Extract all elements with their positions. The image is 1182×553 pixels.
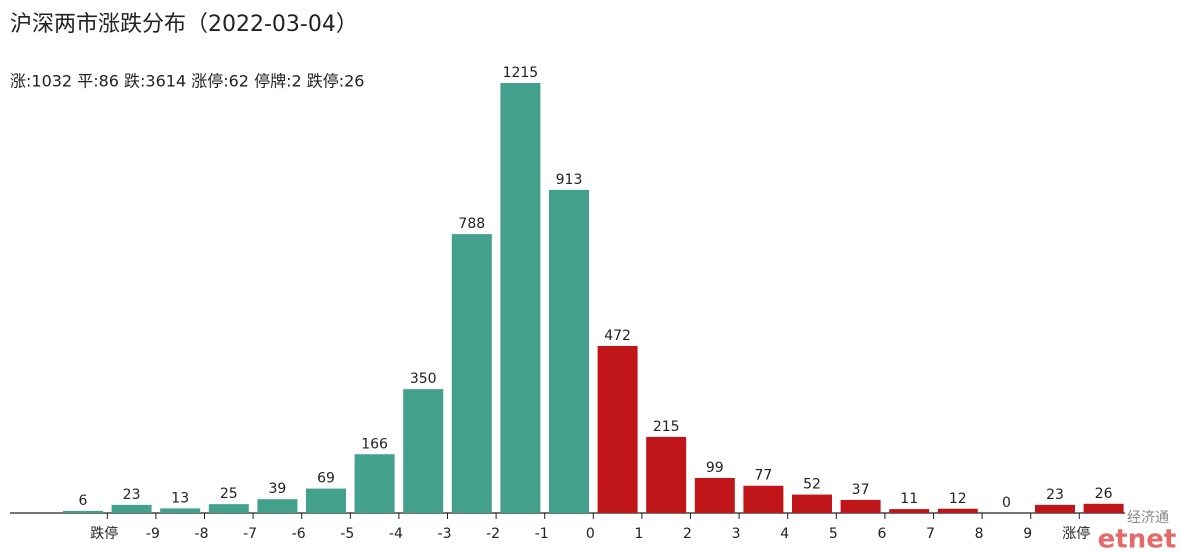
bar [549, 189, 589, 513]
value-label: 69 [317, 471, 335, 487]
x-tick-label: 涨停 [1062, 525, 1090, 542]
bar [694, 477, 735, 513]
x-tick-label: 2 [683, 526, 692, 542]
bar [646, 436, 687, 513]
x-tick-label: 7 [926, 526, 935, 542]
x-tick-label: 6 [877, 526, 886, 542]
x-tick-label: -4 [389, 526, 403, 542]
value-label: 23 [123, 487, 141, 503]
x-tick-label: 4 [780, 526, 789, 542]
bar [1083, 503, 1124, 513]
x-tick-label: -1 [535, 526, 549, 542]
value-label: 13 [171, 490, 189, 506]
bar [111, 504, 152, 513]
x-tick-label: -8 [195, 526, 209, 542]
watermark-top: 经济通 [1127, 510, 1169, 526]
value-label: 1215 [503, 65, 539, 81]
bar [937, 508, 978, 513]
value-label: 23 [1046, 487, 1064, 503]
value-label: 26 [1095, 486, 1113, 502]
bar [889, 509, 930, 513]
bar [306, 488, 346, 513]
x-tick-label: 3 [732, 526, 741, 542]
x-tick-label: 9 [1023, 526, 1032, 542]
value-label: 350 [410, 371, 437, 387]
bar [500, 83, 541, 513]
bar [840, 499, 881, 513]
bar [451, 234, 492, 514]
value-label: 913 [556, 172, 583, 188]
value-label: 6 [79, 493, 88, 509]
x-tick-label: 跌停 [90, 525, 118, 542]
bar [403, 389, 444, 513]
value-label: 166 [361, 436, 388, 452]
x-tick-label: 5 [829, 526, 838, 542]
x-tick-label: -2 [486, 526, 500, 542]
value-label: 11 [900, 491, 918, 507]
x-tick-label: -3 [438, 526, 452, 542]
x-tick-label: 1 [634, 526, 643, 542]
bar [160, 508, 201, 513]
value-label: 39 [268, 481, 286, 497]
value-label: 25 [220, 486, 238, 502]
value-label: 77 [754, 468, 772, 484]
value-label: 37 [852, 482, 870, 498]
x-tick-label: -7 [243, 526, 257, 542]
x-tick-label: -5 [340, 526, 354, 542]
x-tick-label: -9 [146, 526, 160, 542]
bar [792, 494, 832, 513]
x-tick-label: 0 [586, 526, 595, 542]
value-label: 12 [949, 491, 967, 507]
bar [354, 454, 395, 513]
chart-subtitle: 涨:1032 平:86 跌:3614 涨停:62 停牌:2 跌停:26 [10, 72, 364, 91]
value-label: 215 [653, 419, 680, 435]
value-label: 52 [803, 477, 821, 493]
bar [1035, 504, 1075, 513]
bar [208, 504, 249, 513]
value-label: 788 [458, 216, 485, 232]
value-label: 472 [604, 328, 631, 344]
bar [257, 499, 298, 513]
bar [63, 510, 103, 513]
bar [597, 345, 638, 513]
value-label: 0 [1002, 495, 1011, 511]
x-tick-label: 8 [975, 526, 984, 542]
bar [743, 485, 784, 513]
x-tick-label: -6 [292, 526, 306, 542]
chart-title: 沪深两市涨跌分布（2022-03-04） [10, 12, 358, 37]
value-label: 99 [706, 460, 724, 476]
watermark-bottom: etnet [1098, 525, 1177, 553]
